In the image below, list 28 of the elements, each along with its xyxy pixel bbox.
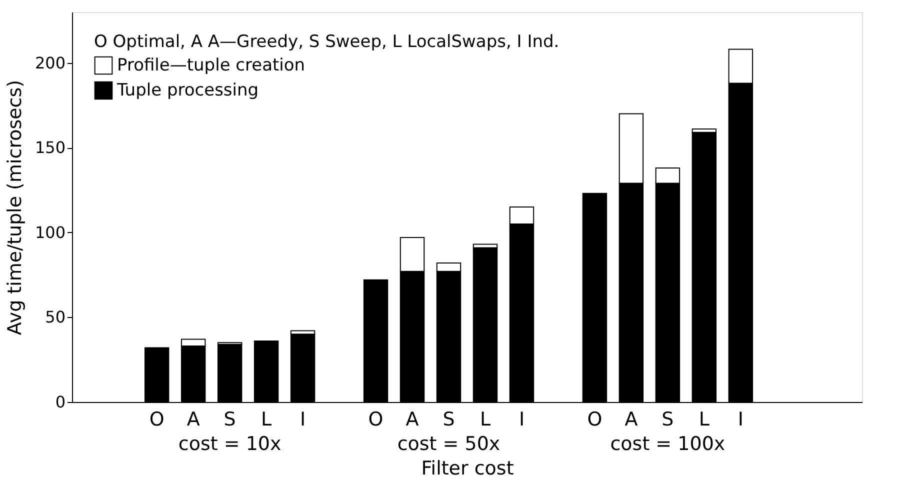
- y-tick-label: 0: [55, 392, 66, 412]
- legend-label: Profile—tuple creation: [117, 56, 306, 76]
- y-tick-label: 150: [34, 138, 66, 158]
- legend-label: Tuple processing: [116, 80, 259, 100]
- x-tick-label: S: [442, 408, 455, 430]
- x-tick-label: S: [662, 408, 674, 430]
- x-tick-label: O: [149, 408, 164, 430]
- text: cost = 50x: [397, 433, 500, 455]
- x-tick-label: L: [261, 408, 272, 430]
- x-tick-label: I: [300, 408, 306, 430]
- text: cost = 100x: [610, 433, 726, 455]
- x-tick-label: O: [587, 408, 602, 430]
- text: cost = 10x: [178, 433, 282, 455]
- x-tick-label: I: [738, 408, 744, 430]
- y-axis-title: Avg time/tuple (microsecs): [4, 80, 26, 336]
- legend-title: O Optimal, A A—Greedy, S Sweep, L LocalSwaps, I Ind.: [94, 32, 560, 52]
- x-tick-label: S: [224, 408, 236, 430]
- x-axis-title: Filter cost: [421, 458, 514, 480]
- x-tick-label: O: [368, 408, 384, 430]
- x-tick-label: A: [624, 408, 638, 430]
- x-tick-label: L: [698, 408, 710, 430]
- y-tick-label: 200: [34, 53, 66, 72]
- x-tick-label: I: [518, 408, 525, 430]
- y-tick-label: 50: [45, 308, 66, 327]
- x-tick-label: L: [480, 408, 491, 430]
- y-tick-label: 100: [34, 222, 66, 242]
- x-tick-label: A: [406, 408, 419, 430]
- x-tick-label: A: [186, 408, 200, 430]
